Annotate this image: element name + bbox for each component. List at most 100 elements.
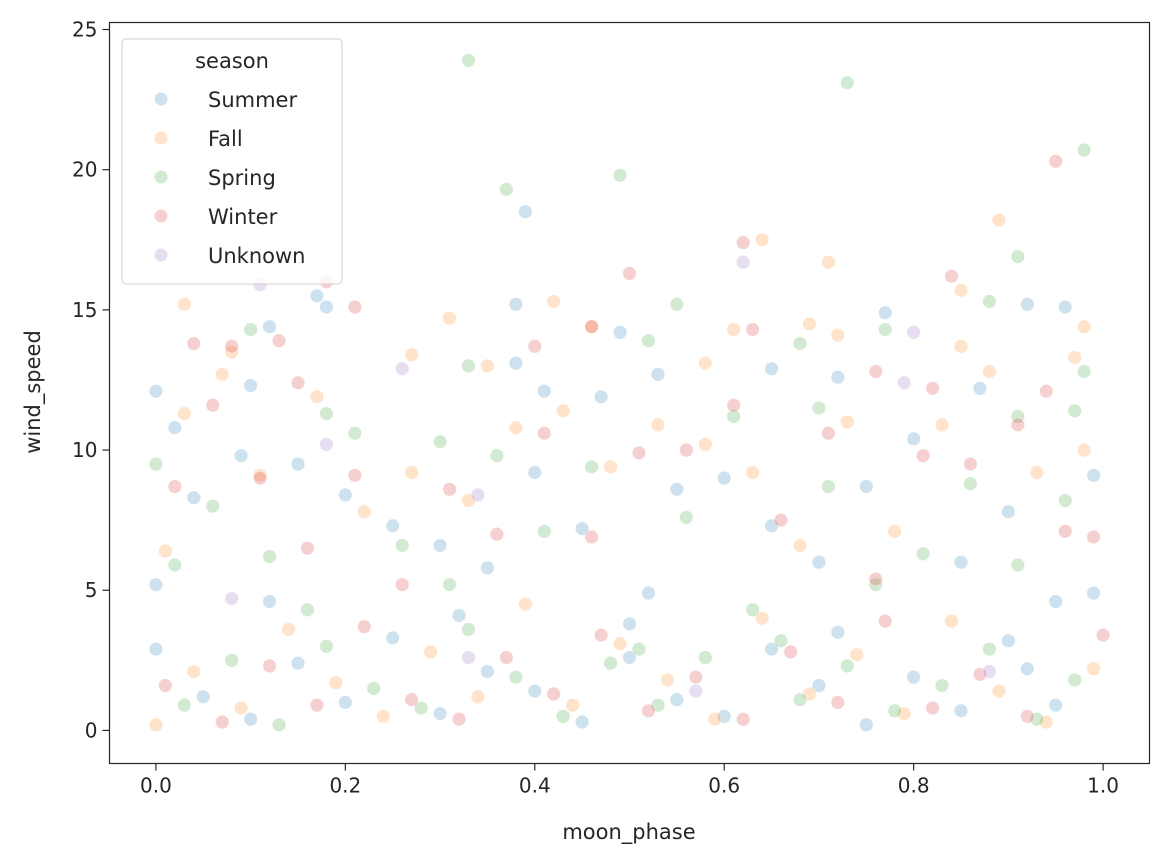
point-summer	[641, 585, 656, 601]
point-fall	[442, 311, 457, 326]
point-spring	[271, 717, 287, 733]
point-summer	[480, 560, 495, 576]
point-fall	[830, 327, 846, 343]
point-summer	[338, 695, 353, 710]
point-fall	[404, 347, 419, 362]
point-summer	[233, 448, 249, 463]
point-spring	[243, 322, 258, 337]
x-axis: 0.0 0.2 0.4 0.6 0.8 1.0	[140, 763, 1119, 798]
point-summer	[196, 689, 211, 704]
point-winter	[584, 319, 599, 334]
point-spring	[745, 602, 760, 618]
point-winter	[830, 695, 846, 710]
point-winter	[1020, 709, 1035, 724]
point-summer	[1001, 504, 1016, 519]
point-fall	[840, 414, 855, 430]
point-winter	[878, 613, 893, 629]
legend-label-winter: Winter	[208, 205, 278, 229]
point-fall	[177, 297, 192, 312]
point-fall	[603, 459, 618, 475]
point-fall	[754, 232, 770, 247]
point-fall	[328, 675, 344, 690]
legend-label-unknown: Unknown	[208, 244, 305, 268]
point-winter	[688, 669, 704, 685]
point-spring	[461, 622, 476, 637]
point-summer	[669, 692, 685, 707]
point-spring	[347, 426, 363, 441]
point-winter	[1010, 417, 1026, 433]
point-summer	[451, 608, 467, 623]
point-summer	[186, 490, 201, 505]
point-spring	[603, 655, 618, 671]
legend-box	[121, 38, 343, 285]
point-spring	[1010, 409, 1026, 424]
point-spring	[792, 336, 808, 351]
point-summer	[262, 319, 277, 334]
point-winter	[1048, 154, 1063, 169]
point-fall	[792, 538, 808, 553]
point-fall	[281, 622, 296, 637]
point-fall	[650, 417, 666, 433]
point-unknown	[896, 375, 912, 390]
point-spring	[489, 448, 505, 463]
point-winter	[745, 322, 760, 337]
point-fall	[887, 524, 902, 539]
point-spring	[1076, 142, 1092, 158]
point-spring	[878, 322, 893, 337]
point-spring	[508, 669, 524, 685]
point-summer	[764, 361, 779, 376]
point-winter	[584, 529, 599, 545]
point-spring	[461, 53, 476, 68]
point-winter	[394, 577, 410, 592]
x-tick-label: 0.6	[708, 774, 740, 798]
point-summer	[650, 367, 666, 382]
point-unknown	[470, 487, 486, 503]
legend-marker-summer	[153, 91, 169, 107]
point-summer	[1086, 468, 1101, 483]
point-winter	[537, 426, 552, 441]
point-spring	[821, 479, 836, 494]
point-summer	[319, 299, 334, 315]
point-fall	[480, 358, 495, 374]
point-summer	[243, 712, 258, 727]
point-spring	[167, 557, 183, 573]
point-spring	[840, 75, 855, 90]
point-fall	[1076, 319, 1092, 334]
point-winter	[205, 397, 220, 413]
point-summer	[859, 479, 874, 494]
point-winter	[451, 712, 467, 727]
point-summer	[830, 369, 846, 385]
point-fall	[158, 543, 173, 559]
point-winter	[309, 697, 325, 713]
point-winter	[868, 364, 883, 379]
point-winter	[527, 339, 542, 354]
point-winter	[1058, 524, 1073, 539]
point-winter	[1095, 627, 1111, 643]
point-spring	[366, 681, 381, 696]
point-summer	[859, 717, 874, 733]
point-unknown	[394, 361, 410, 376]
point-winter	[347, 299, 363, 315]
x-tick-label: 0.2	[329, 774, 361, 798]
point-spring	[537, 524, 552, 539]
point-summer	[537, 383, 552, 399]
point-fall	[698, 355, 713, 371]
point-unknown	[319, 437, 334, 452]
point-spring	[262, 549, 277, 564]
point-summer	[1020, 297, 1035, 312]
point-spring	[982, 641, 997, 657]
point-fall	[1086, 661, 1101, 676]
point-winter	[622, 266, 637, 281]
point-summer	[878, 305, 893, 320]
x-tick-label: 0.8	[898, 774, 930, 798]
point-fall	[745, 465, 760, 480]
point-summer	[972, 381, 988, 396]
point-spring	[963, 476, 978, 491]
point-summer	[953, 554, 969, 570]
point-unknown	[224, 591, 239, 606]
point-summer	[290, 456, 306, 472]
point-winter	[944, 269, 959, 284]
x-tick-label: 0.0	[140, 774, 172, 798]
point-spring	[205, 498, 220, 514]
point-summer	[593, 389, 609, 404]
